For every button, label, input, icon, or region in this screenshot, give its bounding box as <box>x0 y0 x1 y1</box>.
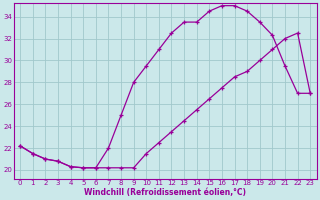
X-axis label: Windchill (Refroidissement éolien,°C): Windchill (Refroidissement éolien,°C) <box>84 188 246 197</box>
